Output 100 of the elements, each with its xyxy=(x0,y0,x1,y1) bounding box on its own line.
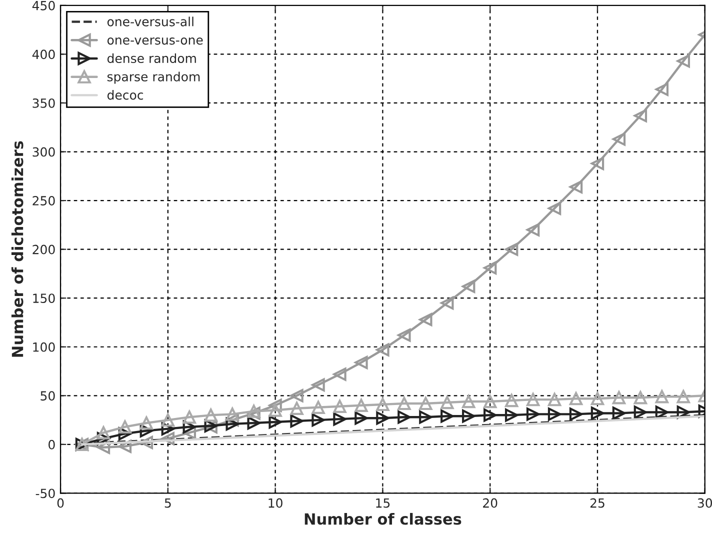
point xyxy=(376,343,390,356)
y-tick-label: 400 xyxy=(32,50,55,60)
point xyxy=(462,280,476,293)
point xyxy=(548,392,562,406)
point xyxy=(268,415,282,429)
point xyxy=(569,180,583,194)
point xyxy=(526,408,540,421)
point xyxy=(333,400,346,413)
point xyxy=(290,414,304,428)
point xyxy=(526,392,540,406)
point xyxy=(376,398,390,412)
point xyxy=(569,392,583,406)
point xyxy=(676,390,690,404)
point xyxy=(290,389,304,402)
x-tick-label: 5 xyxy=(164,498,171,508)
point xyxy=(548,202,562,215)
point xyxy=(483,394,497,408)
point xyxy=(96,432,110,446)
point xyxy=(140,424,154,438)
legend-label: dense random xyxy=(107,53,196,64)
point xyxy=(96,426,110,440)
point xyxy=(161,432,175,446)
point xyxy=(612,406,626,420)
y-tick-label: 200 xyxy=(32,244,55,254)
point xyxy=(440,410,454,423)
y-tick-label: 350 xyxy=(32,98,55,108)
point xyxy=(118,440,132,453)
point xyxy=(398,396,411,410)
point xyxy=(440,396,454,410)
point xyxy=(354,398,368,412)
point xyxy=(526,223,540,236)
x-tick-label: 0 xyxy=(57,498,64,508)
point xyxy=(569,408,583,421)
point xyxy=(504,394,518,408)
point xyxy=(333,412,346,426)
point xyxy=(182,426,196,440)
point xyxy=(312,378,325,392)
y-tick-label: 450 xyxy=(32,0,55,10)
point xyxy=(504,408,518,422)
x-tick-label: 25 xyxy=(590,498,604,508)
point xyxy=(140,416,154,430)
point xyxy=(268,398,282,412)
point xyxy=(676,406,690,419)
legend-label: decoc xyxy=(107,90,144,100)
point xyxy=(655,82,669,96)
point xyxy=(590,156,604,170)
legend-label: sparse random xyxy=(107,72,200,84)
point xyxy=(182,410,196,424)
point xyxy=(462,394,476,408)
point xyxy=(634,391,648,404)
point xyxy=(268,404,282,417)
point xyxy=(118,427,132,440)
legend-label: one-versus-one xyxy=(107,38,203,45)
point xyxy=(182,420,196,434)
point xyxy=(96,440,110,454)
point xyxy=(398,410,411,424)
point xyxy=(634,109,648,122)
point xyxy=(548,408,562,421)
point xyxy=(590,392,604,406)
point xyxy=(590,406,604,420)
point xyxy=(354,356,368,370)
point xyxy=(333,368,346,381)
y-tick-label: 150 xyxy=(33,294,55,304)
y-tick-label: 300 xyxy=(32,147,55,157)
point xyxy=(504,242,518,256)
point xyxy=(398,328,411,342)
point xyxy=(462,410,476,423)
point xyxy=(440,296,454,310)
point xyxy=(226,408,239,421)
y-tick-label: 100 xyxy=(33,342,55,352)
point xyxy=(312,413,325,427)
x-tick-label: 10 xyxy=(268,498,282,508)
point xyxy=(483,261,497,274)
point xyxy=(290,402,304,415)
point xyxy=(676,54,690,68)
point xyxy=(247,416,260,430)
x-tick-label: 15 xyxy=(376,498,390,508)
point xyxy=(226,417,239,431)
point xyxy=(612,391,626,404)
point xyxy=(655,390,669,404)
x-tick-label: 30 xyxy=(698,498,712,508)
point xyxy=(655,406,669,419)
point xyxy=(354,412,368,425)
point xyxy=(612,132,626,146)
point xyxy=(634,406,648,419)
y-axis-title: Number of dichotomizers xyxy=(11,141,24,357)
point xyxy=(161,413,175,427)
x-axis-title: Number of classes xyxy=(304,512,462,525)
point xyxy=(118,420,132,434)
y-tick-label: -50 xyxy=(36,488,55,498)
point xyxy=(161,422,175,436)
y-tick-label: 50 xyxy=(40,391,55,401)
y-tick-label: 250 xyxy=(32,196,55,206)
point xyxy=(419,396,432,410)
point xyxy=(419,312,432,326)
point xyxy=(376,412,390,425)
point xyxy=(204,408,218,422)
point xyxy=(419,410,432,424)
y-tick-label: 0 xyxy=(48,440,55,450)
point xyxy=(312,400,325,414)
